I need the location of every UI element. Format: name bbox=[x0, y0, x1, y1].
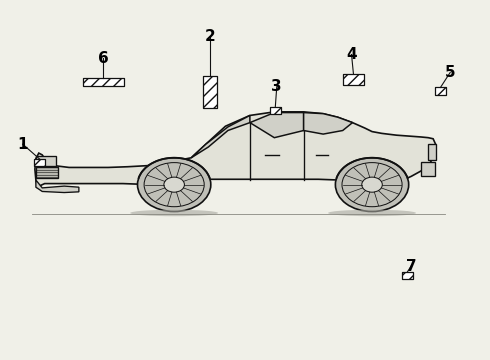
Ellipse shape bbox=[130, 210, 218, 216]
Circle shape bbox=[138, 158, 211, 212]
Text: 4: 4 bbox=[346, 47, 357, 62]
Bar bbox=[270, 107, 281, 114]
Bar bbox=[402, 272, 413, 279]
Bar bbox=[36, 156, 56, 166]
Bar bbox=[428, 144, 436, 160]
Text: 3: 3 bbox=[271, 79, 282, 94]
Bar bbox=[343, 74, 364, 85]
Polygon shape bbox=[191, 116, 250, 158]
Bar bbox=[34, 159, 45, 166]
Bar bbox=[36, 167, 58, 178]
Polygon shape bbox=[35, 112, 436, 187]
Text: 6: 6 bbox=[98, 50, 109, 66]
Bar bbox=[203, 76, 217, 108]
Bar bbox=[435, 87, 446, 95]
Text: 5: 5 bbox=[445, 65, 456, 80]
Bar bbox=[421, 162, 435, 176]
Text: 7: 7 bbox=[406, 258, 416, 274]
Text: 2: 2 bbox=[204, 29, 215, 44]
Circle shape bbox=[362, 177, 382, 192]
Bar bbox=[82, 78, 124, 86]
Bar bbox=[435, 87, 446, 95]
Polygon shape bbox=[250, 113, 304, 138]
Polygon shape bbox=[36, 180, 79, 193]
Bar bbox=[203, 76, 217, 108]
Bar bbox=[34, 159, 45, 166]
Ellipse shape bbox=[328, 210, 416, 216]
Circle shape bbox=[164, 177, 184, 192]
Circle shape bbox=[335, 158, 409, 212]
Bar bbox=[343, 74, 364, 85]
Bar bbox=[270, 107, 281, 114]
Bar bbox=[82, 78, 124, 86]
Polygon shape bbox=[304, 113, 352, 134]
Text: 1: 1 bbox=[18, 137, 28, 152]
Bar bbox=[402, 272, 413, 279]
